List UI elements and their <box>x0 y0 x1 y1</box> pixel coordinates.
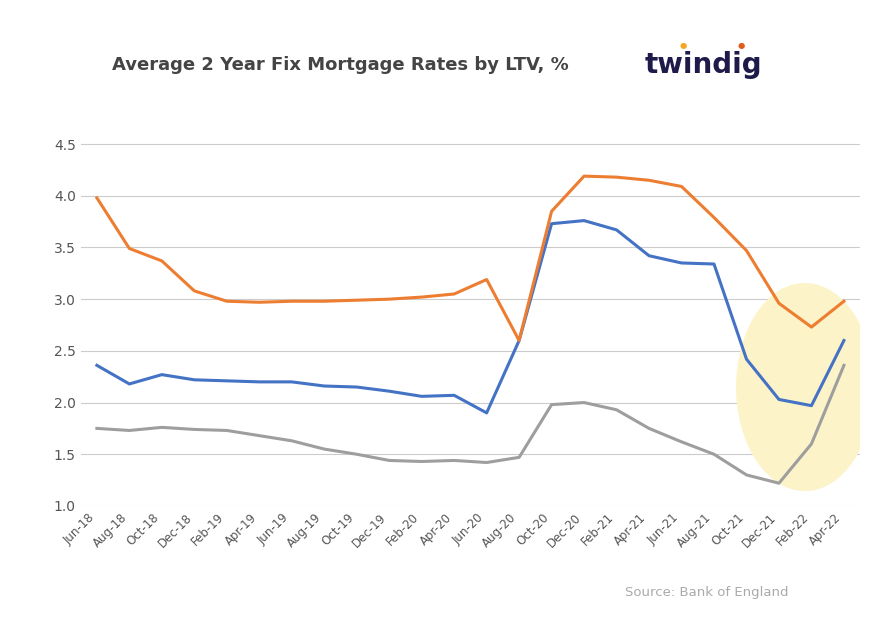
75% <box>741 471 752 479</box>
90% <box>481 409 492 416</box>
95% <box>611 173 622 181</box>
75% <box>839 362 849 369</box>
90% <box>287 378 297 386</box>
95% <box>676 183 687 190</box>
90% <box>221 377 232 384</box>
75% <box>287 437 297 444</box>
Text: twindig: twindig <box>645 51 762 79</box>
95% <box>513 337 524 344</box>
90% <box>189 376 200 384</box>
75% <box>676 438 687 445</box>
95% <box>839 297 849 305</box>
75% <box>189 426 200 433</box>
90% <box>449 392 460 399</box>
90% <box>676 259 687 267</box>
90% <box>351 383 362 391</box>
95% <box>254 299 264 306</box>
75% <box>319 445 330 453</box>
90% <box>254 378 264 386</box>
95% <box>351 297 362 304</box>
95% <box>547 207 557 215</box>
Text: Source: Bank of England: Source: Bank of England <box>625 586 788 599</box>
Line: 95%: 95% <box>97 176 844 341</box>
90% <box>806 402 817 409</box>
75% <box>157 424 168 431</box>
95% <box>221 297 232 305</box>
90% <box>579 217 590 225</box>
75% <box>513 453 524 461</box>
90% <box>383 387 394 395</box>
Text: ●: ● <box>679 41 686 49</box>
75% <box>773 479 784 487</box>
95% <box>481 276 492 283</box>
Ellipse shape <box>737 284 873 491</box>
90% <box>839 337 849 344</box>
75% <box>124 427 134 434</box>
Line: 75%: 75% <box>97 365 844 483</box>
90% <box>124 380 134 387</box>
Text: ●: ● <box>737 41 745 49</box>
95% <box>189 287 200 294</box>
75% <box>709 450 719 458</box>
90% <box>513 337 524 344</box>
90% <box>417 392 427 400</box>
75% <box>383 457 394 464</box>
75% <box>351 450 362 458</box>
95% <box>449 290 460 297</box>
90% <box>611 226 622 234</box>
75% <box>481 459 492 466</box>
95% <box>643 176 654 184</box>
95% <box>741 247 752 254</box>
90% <box>773 395 784 403</box>
75% <box>91 424 102 432</box>
95% <box>709 213 719 221</box>
75% <box>254 432 264 439</box>
95% <box>91 194 102 202</box>
95% <box>806 323 817 331</box>
95% <box>773 300 784 307</box>
Text: Average 2 Year Fix Mortgage Rates by LTV, %: Average 2 Year Fix Mortgage Rates by LTV… <box>112 56 569 74</box>
95% <box>319 297 330 305</box>
75% <box>579 399 590 406</box>
95% <box>383 296 394 303</box>
75% <box>449 457 460 464</box>
90% <box>547 220 557 228</box>
75% <box>806 440 817 447</box>
90% <box>91 362 102 369</box>
75% <box>417 458 427 465</box>
95% <box>579 172 590 180</box>
90% <box>157 371 168 378</box>
75% <box>643 424 654 432</box>
Line: 90%: 90% <box>97 221 844 413</box>
95% <box>124 245 134 252</box>
75% <box>547 401 557 408</box>
95% <box>417 294 427 301</box>
90% <box>319 383 330 390</box>
90% <box>741 355 752 363</box>
95% <box>157 257 168 265</box>
75% <box>221 427 232 434</box>
95% <box>287 297 297 305</box>
75% <box>611 406 622 413</box>
90% <box>709 260 719 268</box>
90% <box>643 252 654 259</box>
